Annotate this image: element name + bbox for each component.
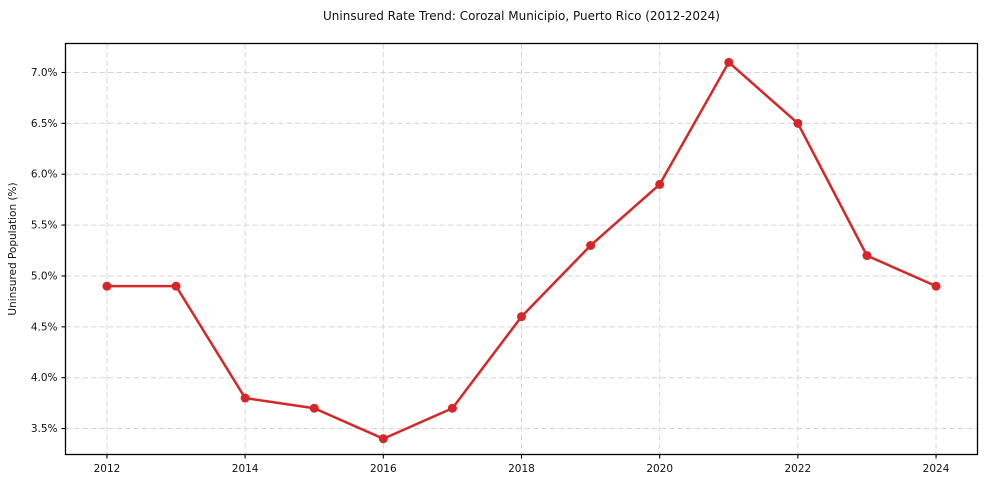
x-tick-label: 2018	[508, 463, 535, 475]
x-tick-label: 2014	[232, 463, 259, 475]
y-tick-label: 4.5%	[31, 321, 58, 333]
data-point	[309, 403, 319, 413]
x-tick-label: 2022	[784, 463, 811, 475]
data-point	[586, 240, 596, 250]
x-tick-label: 2024	[923, 463, 950, 475]
data-point	[171, 281, 181, 291]
x-tick-label: 2020	[646, 463, 673, 475]
chart-title: Uninsured Rate Trend: Corozal Municipio,…	[323, 9, 720, 23]
data-point	[862, 251, 872, 261]
data-point	[102, 281, 112, 291]
y-tick-label: 6.5%	[31, 118, 58, 130]
y-tick-label: 6.0%	[31, 169, 58, 181]
data-point	[655, 179, 665, 189]
y-tick-label: 5.5%	[31, 220, 58, 232]
y-tick-label: 4.0%	[31, 372, 58, 384]
y-tick-label: 5.0%	[31, 270, 58, 282]
data-point	[793, 118, 803, 128]
y-tick-label: 3.5%	[31, 423, 58, 435]
data-point	[517, 312, 526, 322]
y-tick-label: 7.0%	[31, 67, 58, 79]
data-point	[447, 403, 457, 413]
x-tick-label: 2016	[370, 463, 397, 475]
x-tick-label: 2012	[94, 463, 121, 475]
data-point	[931, 281, 941, 291]
data-point	[378, 434, 388, 444]
data-point	[240, 393, 250, 403]
data-point	[724, 57, 734, 67]
